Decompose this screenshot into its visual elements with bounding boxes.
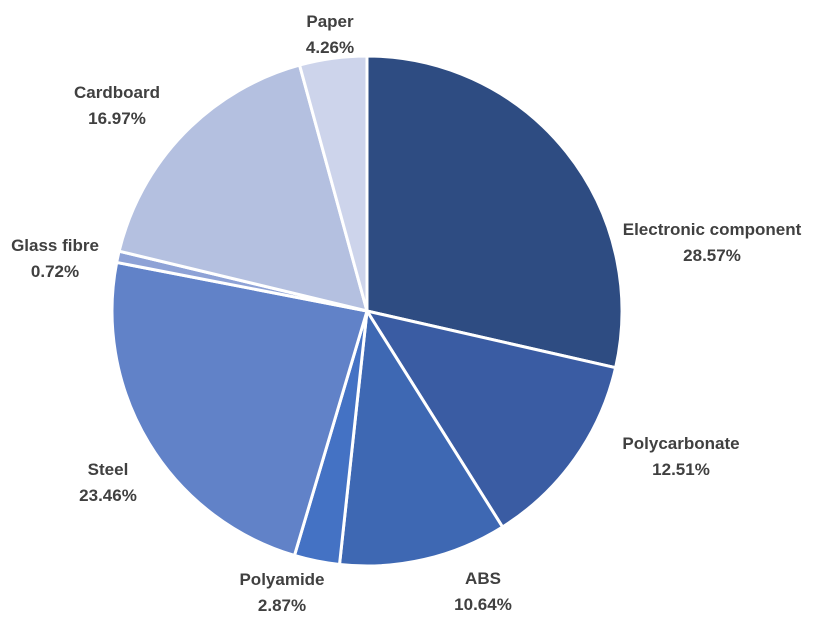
pie-slice-polycarbonate bbox=[365, 309, 618, 529]
slice-label-name: Steel bbox=[88, 460, 129, 479]
slice-label-value: 23.46% bbox=[79, 486, 137, 505]
slice-label: Polyamide 2.87% bbox=[239, 570, 324, 615]
slice-label-value: 2.87% bbox=[258, 596, 306, 615]
slice-label-value: 10.64% bbox=[454, 595, 512, 614]
pie-slices bbox=[110, 54, 624, 568]
slice-label-name: Electronic component bbox=[623, 220, 802, 239]
pie-slice-abs bbox=[338, 309, 505, 568]
pie-slice-paper bbox=[298, 54, 369, 313]
slice-label: Steel 23.46% bbox=[79, 460, 137, 505]
pie-slice-cardboard bbox=[117, 63, 369, 313]
slice-label-name: Polycarbonate bbox=[622, 434, 739, 453]
slice-label: Polycarbonate 12.51% bbox=[622, 434, 739, 479]
slice-label-value: 28.57% bbox=[683, 246, 741, 265]
slice-label: Electronic component 28.57% bbox=[623, 220, 802, 265]
slice-label-value: 4.26% bbox=[306, 38, 354, 57]
slice-label-name: Glass fibre bbox=[11, 236, 99, 255]
slice-labels: Electronic component 28.57% Polycarbonate 1… bbox=[11, 12, 802, 615]
slice-label-name: ABS bbox=[465, 569, 501, 588]
slice-label: ABS 10.64% bbox=[454, 569, 512, 614]
slice-label: Paper 4.26% bbox=[306, 12, 354, 57]
slice-label-name: Paper bbox=[306, 12, 354, 31]
slice-label-name: Cardboard bbox=[74, 83, 160, 102]
pie-slice-steel bbox=[110, 260, 369, 557]
slice-label-value: 0.72% bbox=[31, 262, 79, 281]
slice-label-value: 12.51% bbox=[652, 460, 710, 479]
slice-label-value: 16.97% bbox=[88, 109, 146, 128]
slice-label: Glass fibre 0.72% bbox=[11, 236, 99, 281]
slice-label: Cardboard 16.97% bbox=[74, 83, 160, 128]
pie-slice-electronic-component bbox=[365, 54, 624, 370]
slice-label-name: Polyamide bbox=[239, 570, 324, 589]
